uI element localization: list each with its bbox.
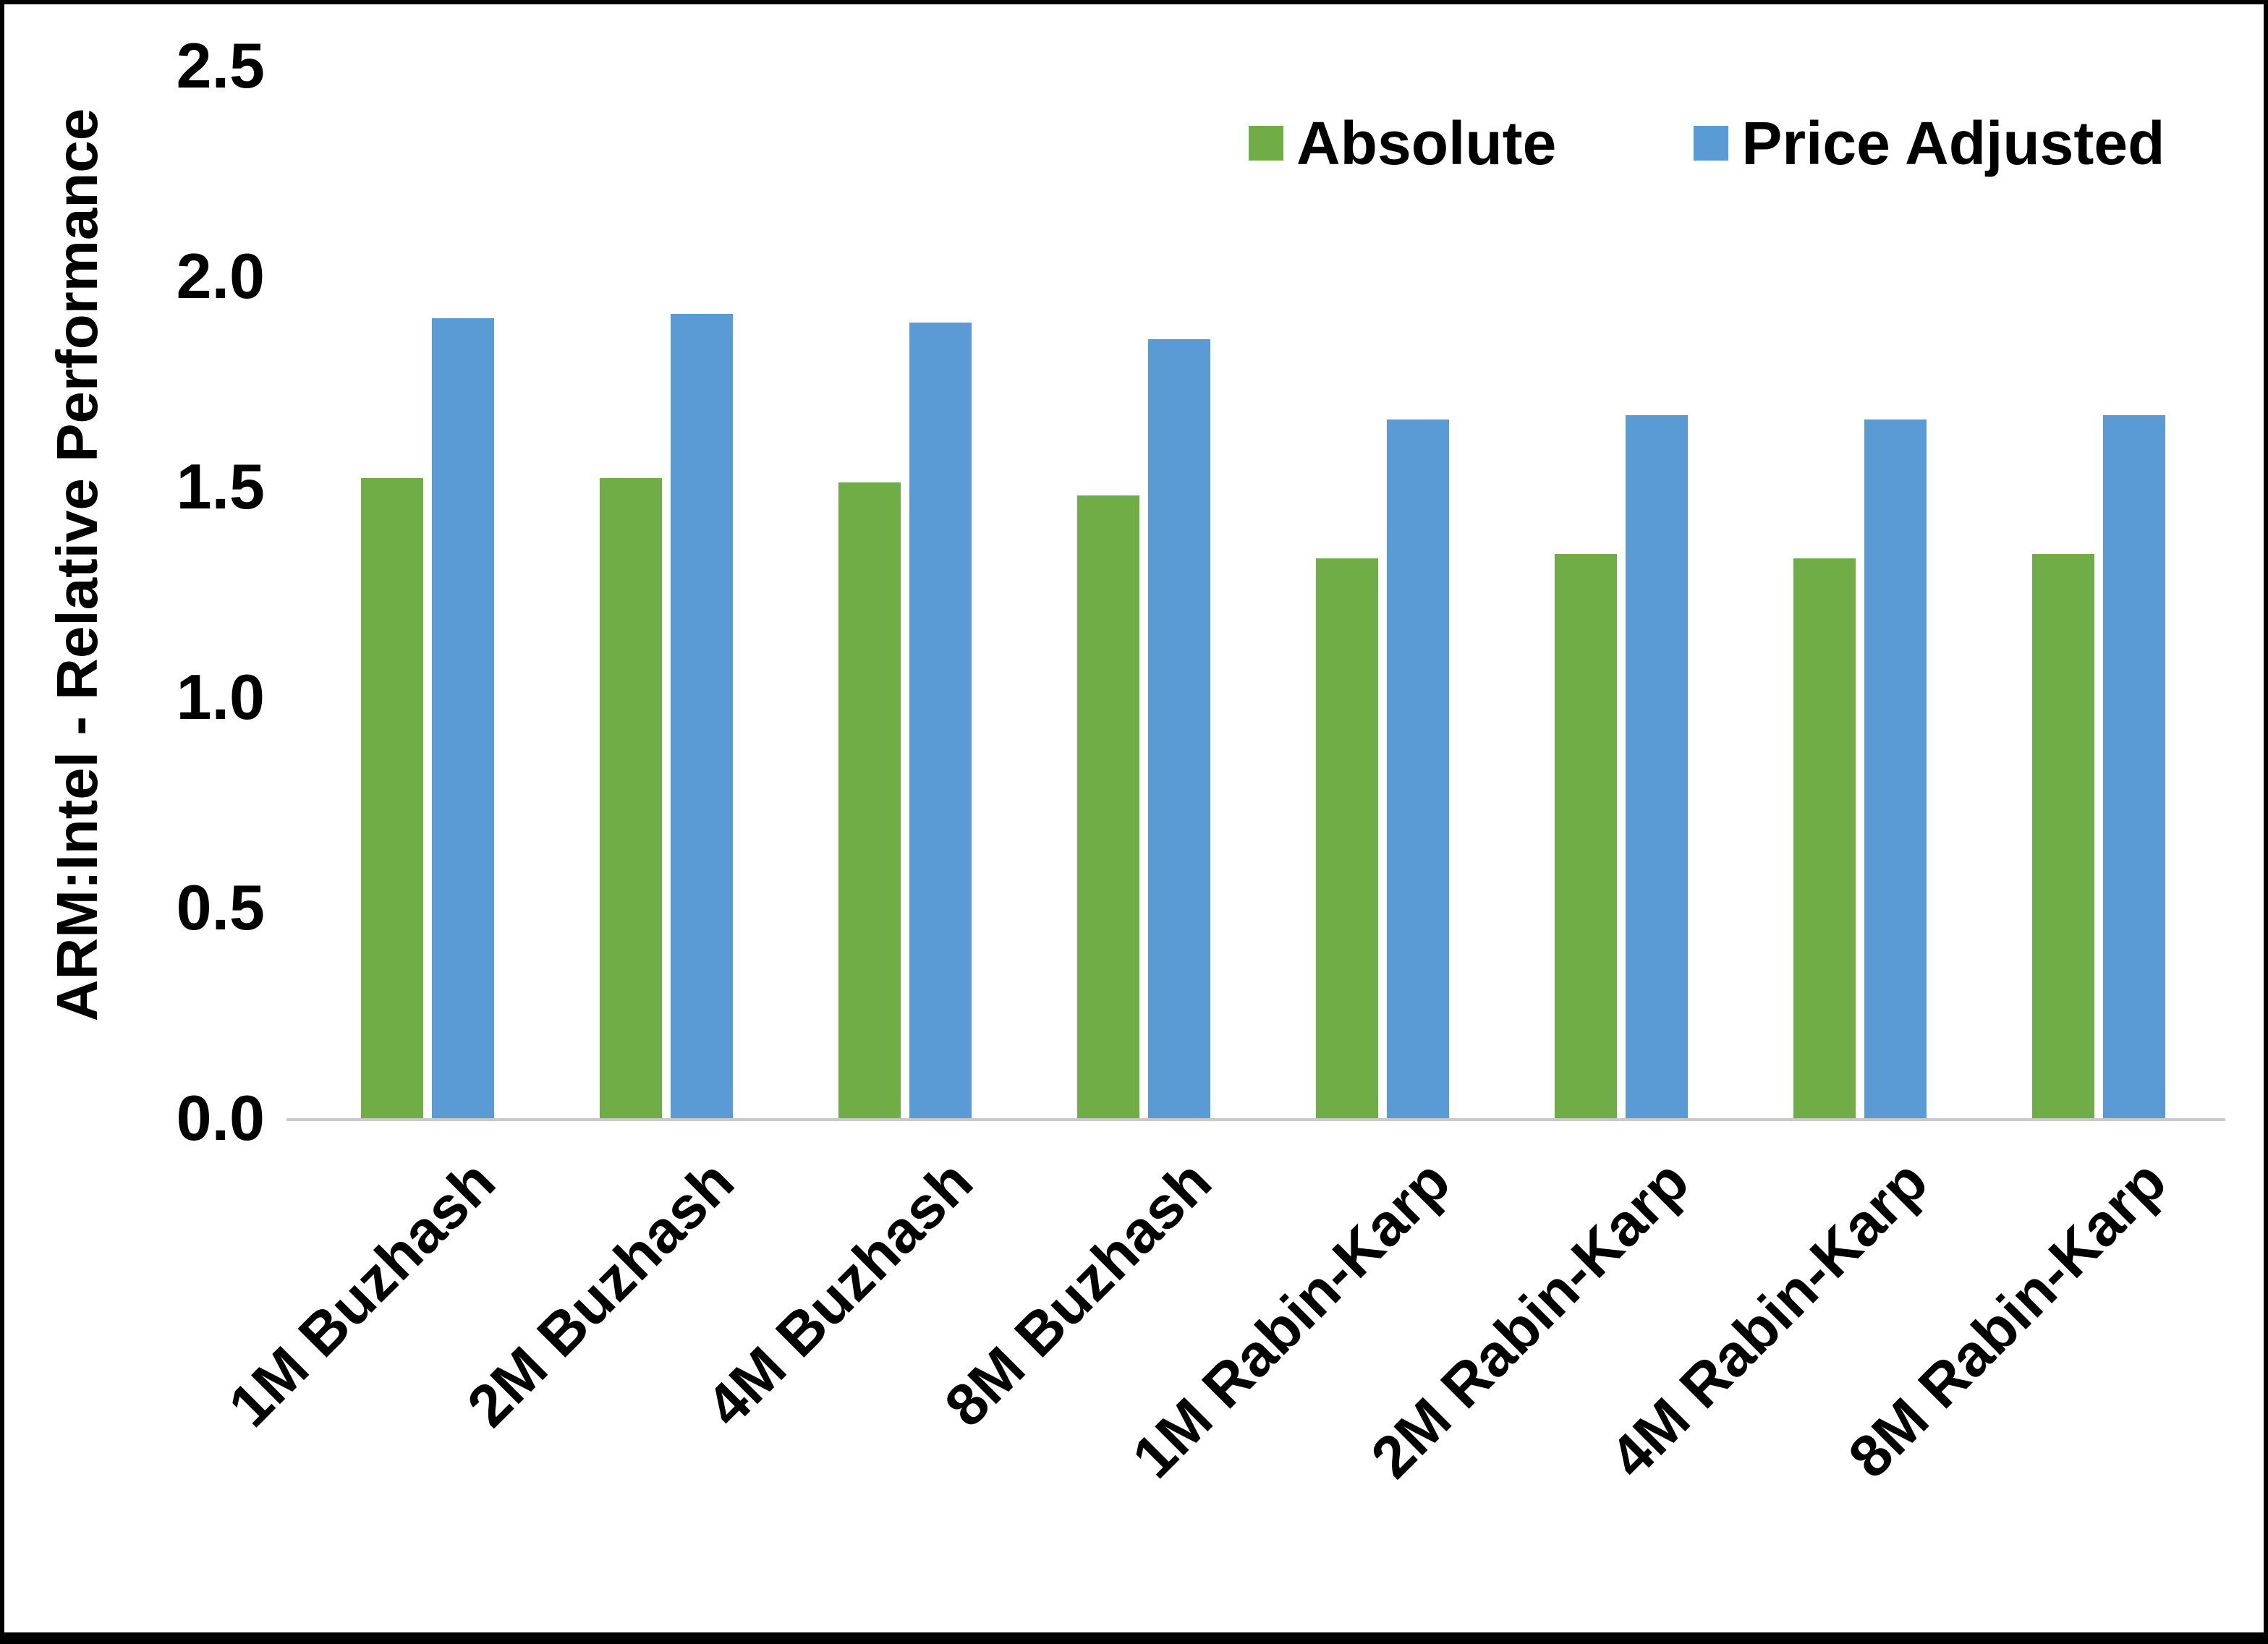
y-tick-label-0.5: 0.5 — [176, 872, 265, 943]
bar-price-adjusted-2m-buzhash — [671, 314, 733, 1118]
bar-absolute-2m-rabin-karp — [1555, 554, 1617, 1118]
legend-label: Price Adjusted — [1741, 109, 2165, 177]
y-tick-label-0.0: 0.0 — [176, 1082, 265, 1154]
bar-price-adjusted-8m-rabin-karp — [2103, 415, 2165, 1118]
legend-label: Absolute — [1296, 109, 1557, 177]
bar-absolute-4m-buzhash — [838, 482, 901, 1118]
legend-item-price-adjusted: Price Adjusted — [1694, 113, 2165, 174]
legend-item-absolute: Absolute — [1249, 113, 1556, 174]
legend-swatch-icon — [1694, 126, 1729, 161]
bar-price-adjusted-8m-buzhash — [1148, 339, 1210, 1118]
bar-price-adjusted-1m-buzhash — [432, 318, 494, 1118]
bar-price-adjusted-2m-rabin-karp — [1626, 415, 1688, 1118]
bar-absolute-1m-rabin-karp — [1316, 558, 1378, 1118]
bar-price-adjusted-4m-rabin-karp — [1864, 419, 1927, 1118]
bar-absolute-2m-buzhash — [600, 478, 662, 1118]
bar-price-adjusted-4m-buzhash — [909, 323, 972, 1118]
bar-absolute-8m-rabin-karp — [2032, 554, 2094, 1118]
legend: Absolute Price Adjusted — [1249, 113, 2165, 174]
y-tick-label-2.0: 2.0 — [176, 240, 265, 312]
bar-absolute-8m-buzhash — [1077, 495, 1139, 1118]
bar-absolute-1m-buzhash — [361, 478, 423, 1118]
y-tick-label-2.5: 2.5 — [176, 30, 265, 101]
y-tick-label-1.0: 1.0 — [176, 661, 265, 733]
legend-swatch-icon — [1249, 126, 1283, 161]
bar-price-adjusted-1m-rabin-karp — [1387, 419, 1449, 1118]
bar-absolute-4m-rabin-karp — [1793, 558, 1856, 1118]
y-tick-label-1.5: 1.5 — [176, 451, 265, 522]
x-axis-line — [286, 1118, 2225, 1121]
